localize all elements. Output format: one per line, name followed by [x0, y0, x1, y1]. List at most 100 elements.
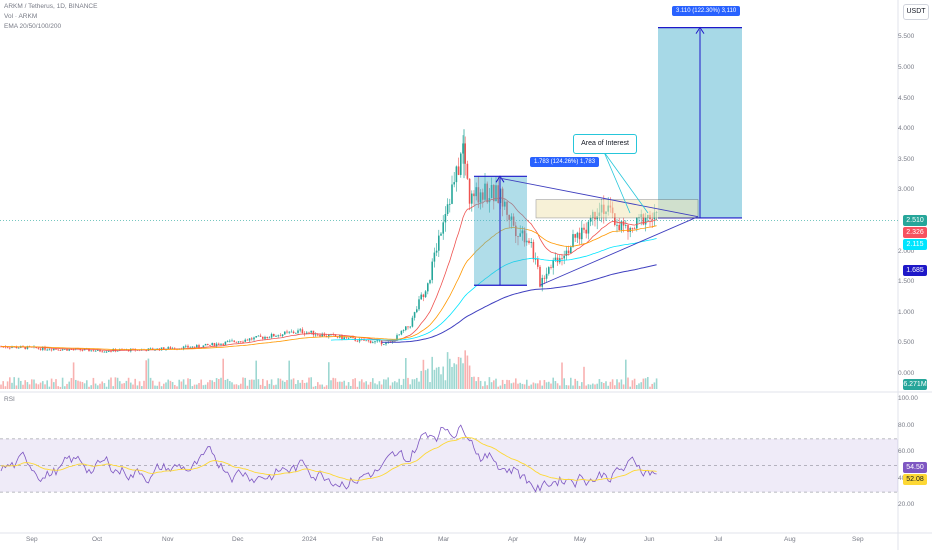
volume-bar	[182, 379, 185, 389]
volume-bar	[231, 382, 233, 389]
volume-bar	[119, 381, 121, 389]
volume-bar	[576, 380, 579, 389]
candle-body	[407, 326, 409, 328]
legend-symbol[interactable]: ARKM / Tetherus, 1D, BINANCE	[4, 3, 98, 10]
volume-bar	[191, 386, 194, 389]
rsi-tag: 52.08	[903, 474, 927, 485]
volume-bar	[169, 380, 172, 389]
candle-body	[26, 346, 29, 349]
volume-bar	[196, 384, 198, 389]
candle-body	[537, 259, 539, 267]
volume-bar	[160, 386, 163, 389]
volume-bar	[312, 386, 315, 389]
candle-body	[334, 334, 337, 337]
volume-bar	[328, 362, 330, 389]
price-axis-label: 3.000	[898, 186, 915, 194]
volume-bar	[510, 383, 513, 389]
volume-bar	[548, 381, 550, 389]
currency-button[interactable]: USDT	[903, 4, 929, 20]
volume-bar	[284, 381, 286, 389]
candle-body	[446, 204, 449, 215]
candle-body	[358, 338, 361, 342]
candle-body	[66, 348, 68, 351]
volume-bar	[453, 363, 455, 389]
volume-bar	[501, 379, 504, 389]
candle-body	[191, 346, 194, 348]
volume-bar	[336, 381, 339, 389]
volume-bar	[108, 379, 110, 389]
volume-bar	[596, 383, 598, 389]
candle-body	[554, 257, 557, 260]
legend-ema[interactable]: EMA 20/50/100/200	[4, 23, 62, 30]
volume-bar	[556, 383, 559, 389]
candle-body	[237, 341, 240, 343]
candle-body	[343, 337, 345, 340]
candle-body	[273, 333, 275, 337]
volume-bar	[215, 378, 218, 389]
candle-body	[246, 339, 249, 341]
candle-body	[39, 348, 42, 350]
candle-body	[284, 331, 286, 335]
candle-body	[451, 184, 453, 204]
candle-body	[64, 348, 66, 350]
volume-bar	[174, 384, 176, 389]
volume-bar	[154, 385, 156, 389]
candle-body	[286, 331, 288, 333]
price-tag: 2.115	[903, 239, 927, 250]
volume-bar	[587, 384, 590, 389]
volume-bar	[354, 378, 356, 389]
candle-body	[185, 345, 187, 347]
volume-bar	[471, 377, 473, 389]
rsi-axis-label: 20.00	[898, 501, 915, 509]
volume-bar	[464, 350, 466, 389]
candle-body	[486, 183, 488, 203]
volume-bar	[86, 380, 88, 389]
candle-body	[317, 334, 319, 336]
volume-bar	[387, 377, 389, 389]
candle-body	[163, 347, 165, 350]
volume-bar	[561, 362, 563, 389]
volume-bar	[407, 377, 409, 389]
volume-bar	[303, 382, 306, 389]
candle-body	[422, 294, 425, 298]
volume-bar	[396, 382, 398, 389]
area-of-interest-callout[interactable]: Area of Interest	[573, 134, 637, 154]
volume-bar	[123, 383, 125, 389]
measure-small-label[interactable]: 1.783 (124.26%) 1,783	[530, 157, 600, 167]
volume-bar	[620, 379, 623, 389]
measure-large-label[interactable]: 3.110 (122.30%) 3,110	[672, 6, 741, 16]
candle-body	[281, 334, 284, 337]
volume-bar	[277, 378, 279, 389]
candle-body	[99, 349, 101, 352]
ema200-line	[381, 264, 657, 343]
volume-bar	[9, 377, 11, 389]
volume-bar	[455, 364, 458, 389]
volume-bar	[389, 385, 392, 389]
volume-bar	[460, 357, 462, 389]
candle-body	[297, 330, 299, 333]
volume-bar	[92, 377, 95, 389]
candle-body	[433, 252, 436, 262]
candle-body	[11, 347, 13, 348]
candle-body	[508, 214, 510, 220]
rsi-label[interactable]: RSI	[4, 396, 15, 403]
volume-bar	[61, 377, 64, 389]
time-axis-label: Nov	[162, 536, 174, 543]
legend-volume[interactable]: Vol · ARKM	[4, 13, 38, 20]
volume-bar	[48, 386, 51, 389]
volume-bar	[495, 378, 497, 389]
volume-bar	[622, 384, 625, 389]
candle-body	[565, 250, 568, 256]
candle-body	[295, 332, 297, 334]
candle-body	[48, 349, 51, 351]
candle-body	[55, 348, 57, 350]
ema20-line	[1, 197, 657, 351]
volume-bar	[259, 384, 262, 389]
volume-bar	[367, 384, 370, 389]
volume-bar	[486, 385, 488, 389]
volume-bar	[292, 378, 295, 389]
candle-body	[275, 336, 277, 337]
volume-bar	[352, 379, 354, 389]
candle-body	[215, 343, 218, 347]
